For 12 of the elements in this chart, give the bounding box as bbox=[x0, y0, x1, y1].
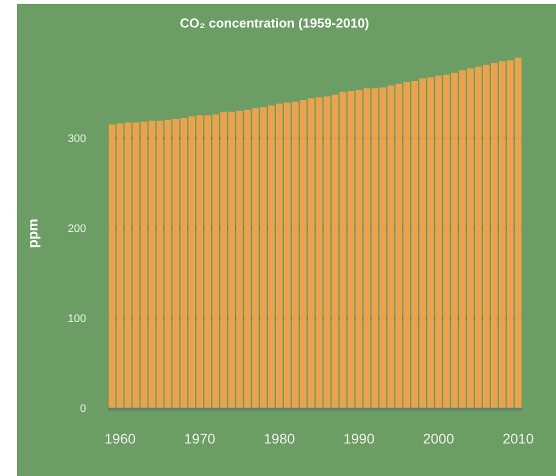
y-tick-label: 200 bbox=[68, 222, 86, 235]
x-tick-label: 1960 bbox=[104, 430, 136, 446]
y-tick-label: 300 bbox=[68, 132, 86, 145]
y-axis-title: ppm bbox=[24, 218, 40, 248]
x-tick-label: 2000 bbox=[422, 430, 454, 446]
x-tick-label: 1970 bbox=[184, 430, 216, 446]
x-tick-label: 1980 bbox=[264, 430, 296, 446]
x-tick-label: 1990 bbox=[343, 430, 375, 446]
y-tick-label: 0 bbox=[80, 403, 86, 416]
y-tick-label: 100 bbox=[68, 313, 86, 326]
x-tick-label: 2010 bbox=[502, 430, 534, 446]
chart-title: CO₂ concentration (1959-2010) bbox=[180, 15, 370, 30]
